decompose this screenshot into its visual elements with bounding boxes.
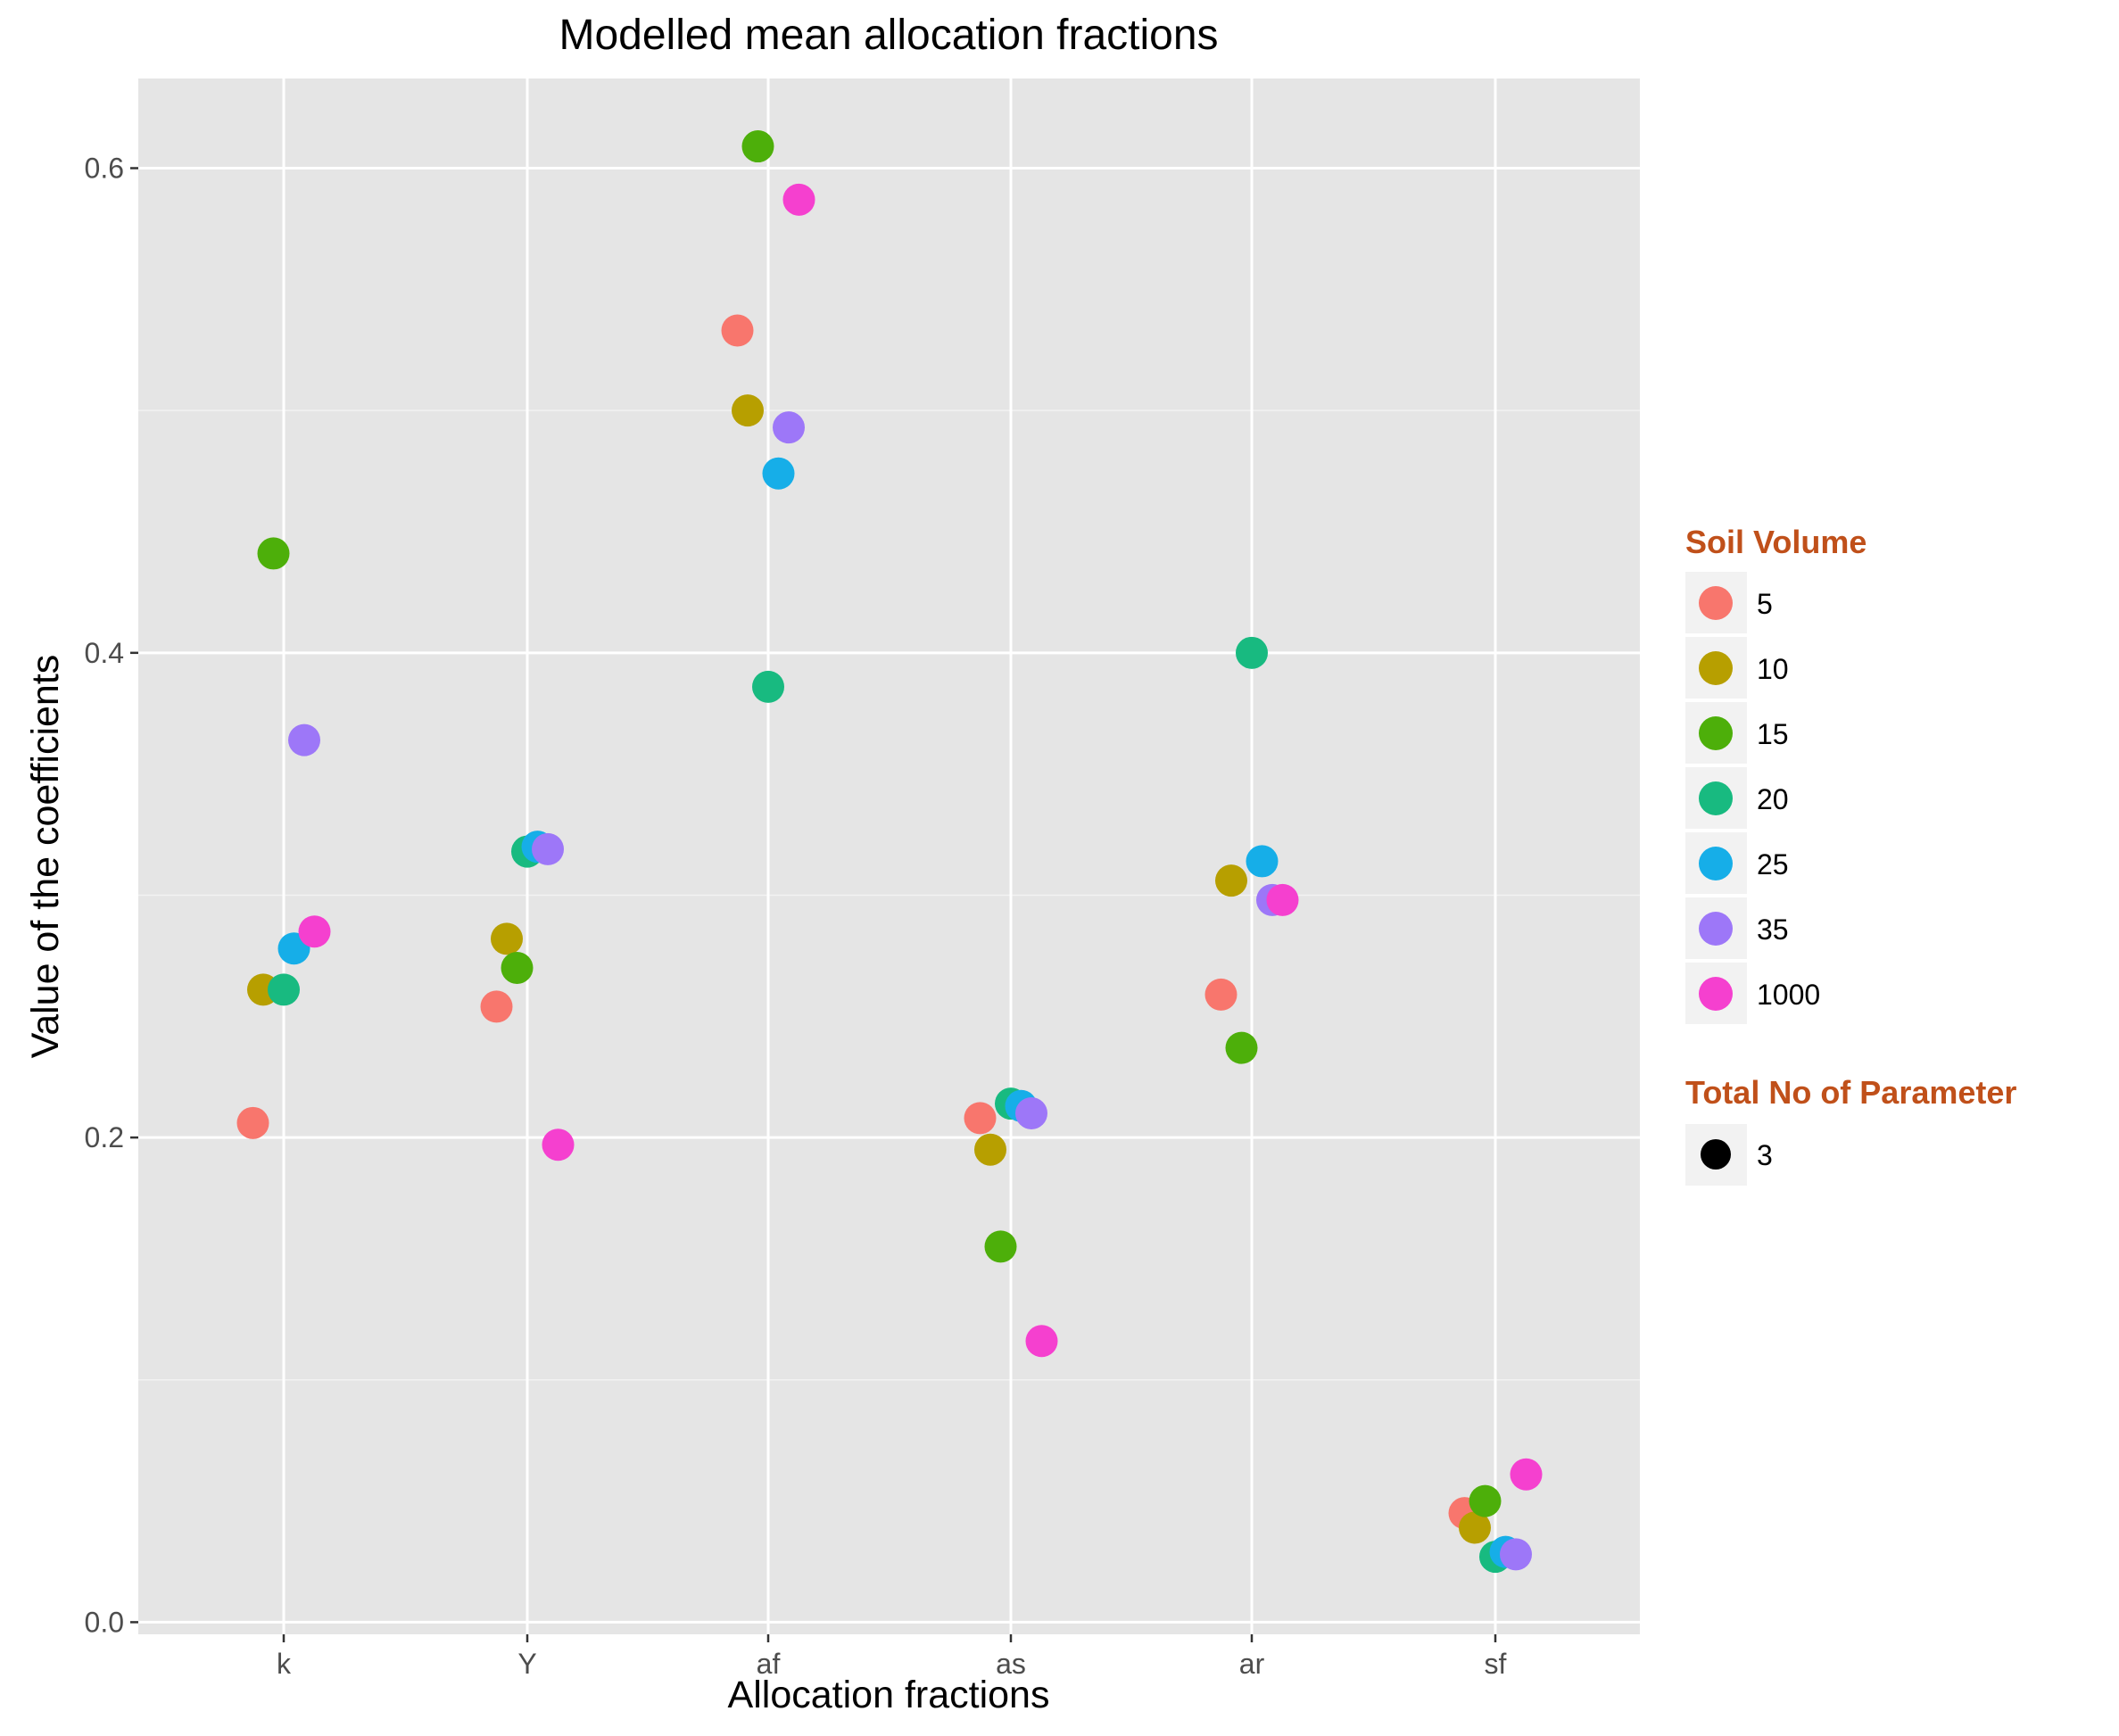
legend-color-items: 5 10 15 20 25 35 1000 bbox=[1685, 572, 1820, 1024]
x-axis-title: Allocation fractions bbox=[728, 1674, 1050, 1716]
data-point bbox=[236, 1106, 269, 1139]
y-tick-label: 0.0 bbox=[85, 1606, 124, 1638]
data-point bbox=[984, 1230, 1017, 1263]
data-point bbox=[288, 723, 320, 756]
x-tick-label: sf bbox=[1485, 1648, 1507, 1680]
x-tick-label: k bbox=[277, 1648, 292, 1680]
legend-shape-label: 3 bbox=[1757, 1139, 1773, 1171]
data-point bbox=[1204, 978, 1237, 1011]
data-point bbox=[298, 915, 331, 948]
legend-label: 10 bbox=[1757, 653, 1789, 685]
legend-swatch bbox=[1699, 781, 1733, 815]
data-point bbox=[1500, 1538, 1532, 1571]
data-point bbox=[268, 973, 300, 1006]
legend-swatch bbox=[1699, 847, 1733, 880]
data-point bbox=[1469, 1484, 1502, 1517]
data-point bbox=[1225, 1031, 1258, 1064]
data-point bbox=[1025, 1325, 1058, 1358]
x-tick-label: as bbox=[996, 1648, 1026, 1680]
data-point bbox=[1510, 1458, 1543, 1491]
data-point bbox=[501, 951, 534, 984]
y-tick-label: 0.6 bbox=[85, 153, 124, 185]
legend-shape-title: Total No of Parameter bbox=[1685, 1074, 2016, 1111]
data-point bbox=[762, 457, 795, 490]
legend-swatch bbox=[1699, 716, 1733, 750]
legend: Soil Volume 5 10 15 20 25 35 1000 Total No of … bbox=[1685, 524, 2016, 1186]
legend-color-title: Soil Volume bbox=[1685, 524, 1867, 560]
chart-title: Modelled mean allocation fractions bbox=[559, 12, 1218, 59]
data-point bbox=[1215, 864, 1247, 897]
legend-label: 25 bbox=[1757, 848, 1789, 880]
data-point bbox=[1015, 1096, 1047, 1129]
data-point bbox=[773, 411, 805, 444]
legend-label: 15 bbox=[1757, 718, 1789, 750]
legend-label: 35 bbox=[1757, 913, 1789, 946]
data-point bbox=[532, 832, 564, 865]
data-point bbox=[491, 922, 523, 955]
legend-swatch bbox=[1699, 912, 1733, 946]
x-tick-label: ar bbox=[1239, 1648, 1265, 1680]
legend-shape-symbol bbox=[1701, 1139, 1731, 1170]
data-point bbox=[964, 1102, 997, 1135]
data-point bbox=[542, 1128, 575, 1161]
legend-swatch bbox=[1699, 586, 1733, 620]
plot-panel bbox=[138, 79, 1640, 1634]
legend-label: 20 bbox=[1757, 783, 1789, 815]
x-tick-label: af bbox=[757, 1648, 781, 1680]
y-tick-label: 0.2 bbox=[85, 1121, 124, 1153]
data-point bbox=[480, 990, 513, 1023]
y-tick-label: 0.4 bbox=[85, 637, 124, 669]
data-point bbox=[721, 314, 754, 347]
legend-swatch bbox=[1699, 977, 1733, 1011]
legend-label: 1000 bbox=[1757, 979, 1820, 1011]
data-point bbox=[1246, 845, 1279, 878]
data-point bbox=[974, 1133, 1006, 1166]
data-point bbox=[1236, 636, 1268, 669]
data-point bbox=[1266, 883, 1299, 916]
data-point bbox=[782, 183, 815, 216]
data-point bbox=[732, 394, 764, 427]
data-point bbox=[741, 130, 774, 163]
data-point bbox=[257, 537, 290, 570]
legend-label: 5 bbox=[1757, 588, 1773, 620]
data-points bbox=[236, 130, 1543, 1574]
x-tick-label: Y bbox=[517, 1648, 536, 1680]
data-point bbox=[1459, 1511, 1491, 1544]
y-axis-title: Value of the coefficients bbox=[24, 655, 67, 1059]
legend-swatch bbox=[1699, 651, 1733, 685]
data-point bbox=[752, 670, 784, 703]
